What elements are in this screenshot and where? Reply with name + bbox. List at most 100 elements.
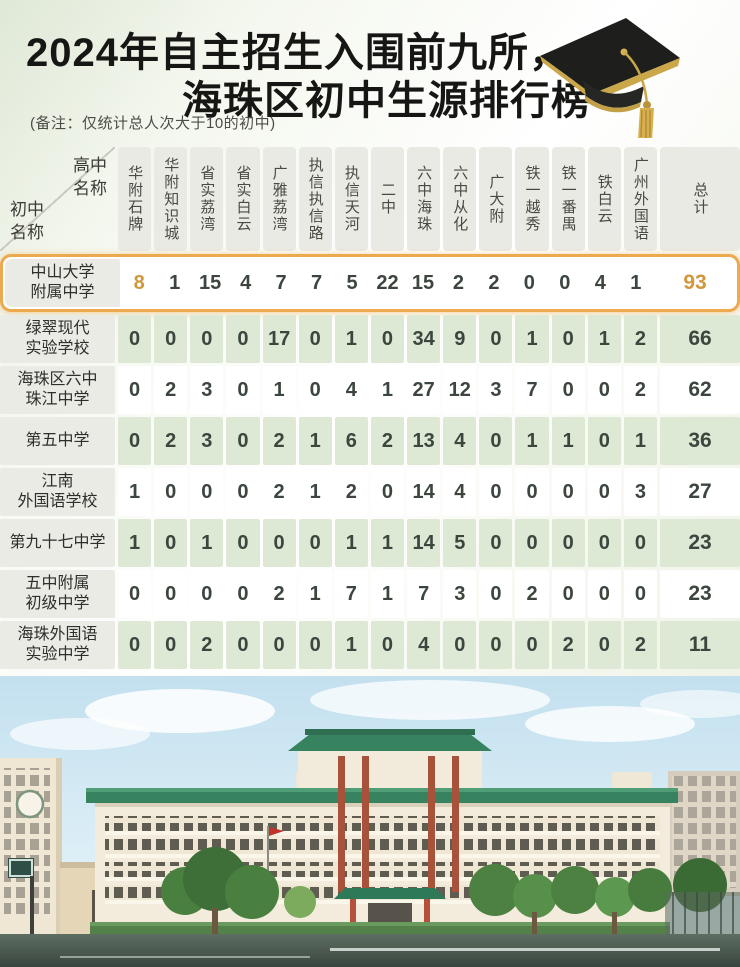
row-name: 海珠外国语 实验中学 [0,621,115,669]
value-cell: 12 [443,366,477,414]
column-header-8: 二中 [370,147,405,251]
value-cell: 13 [407,417,441,465]
column-header-label: 铁一越秀 [523,165,541,233]
value-cell: 0 [551,366,585,414]
value-cell: 6 [334,417,368,465]
value-cell: 0 [226,570,260,618]
value-cell: 0 [262,519,296,567]
value-cell: 3 [479,366,513,414]
value-cell: 1 [298,570,332,618]
table-body: 中山大学 附属中学 8 1 15 4 7 7 5 22 15 2 2 0 0 4 1 93 绿翠现代 实验学校 0 0… [0,254,740,669]
column-header-16: 总计 [660,147,740,251]
value-cell: 7 [407,570,441,618]
column-header-label: 省实白云 [234,165,252,233]
value-cell: 5 [443,519,477,567]
table-row-5: 江南 外国语学校 1 0 0 0 2 1 2 0 14 4 0 0 0 0 3 27 [0,468,740,516]
column-header-label: 广大附 [487,173,505,225]
row-total: 23 [660,570,740,618]
value-cell: 1 [190,519,224,567]
value-cell: 2 [154,417,188,465]
value-cell: 0 [190,468,224,516]
value-cell: 3 [443,570,477,618]
value-cell: 2 [623,621,657,669]
value-cell: 0 [479,417,513,465]
value-cell: 2 [442,259,475,307]
value-cell: 0 [587,417,621,465]
row-total: 93 [655,259,735,307]
value-cell: 4 [584,259,617,307]
column-header-label: 铁一番禺 [559,165,577,233]
value-cell: 1 [158,259,191,307]
value-cell: 1 [298,417,332,465]
value-cell: 0 [226,519,260,567]
corner-label-middleschool: 初中 名称 [10,200,44,243]
value-cell: 8 [123,259,156,307]
value-cell: 0 [118,315,152,363]
value-cell: 4 [407,621,441,669]
table-row-3: 海珠区六中 珠江中学 0 2 3 0 1 0 4 1 27 12 3 7 0 0 2 62 [0,366,740,414]
value-cell: 1 [334,519,368,567]
value-cell: 0 [515,519,549,567]
corner-label-highschool: 高中 名称 [73,156,107,198]
value-cell: 2 [190,621,224,669]
column-header-label: 省实荔湾 [198,165,216,233]
table-row-4: 第五中学 0 2 3 0 2 1 6 2 13 4 0 1 1 0 1 36 [0,417,740,465]
value-cell: 14 [407,519,441,567]
column-header-label: 六中从化 [451,165,469,233]
column-header-11: 广大附 [479,147,513,251]
value-cell: 0 [298,519,332,567]
column-header-14: 铁白云 [587,147,621,251]
value-cell: 0 [479,570,513,618]
row-total: 62 [660,366,740,414]
value-cell: 0 [551,468,585,516]
value-cell: 2 [154,366,188,414]
column-header-13: 铁一番禺 [551,147,585,251]
value-cell: 0 [515,468,549,516]
value-cell: 0 [370,621,405,669]
value-cell: 2 [551,621,585,669]
value-cell: 0 [154,315,188,363]
value-cell: 2 [334,468,368,516]
column-header-1: 华附石牌 [118,147,152,251]
value-cell: 0 [587,570,621,618]
value-cell: 2 [370,417,405,465]
value-cell: 0 [226,621,260,669]
value-cell: 0 [548,259,582,307]
title-note: (备注：仅统计总人次大于10的初中) [30,115,276,132]
column-header-label: 广雅荔湾 [270,165,288,233]
value-cell: 0 [479,315,513,363]
value-cell: 1 [587,315,621,363]
value-cell: 4 [443,417,477,465]
value-cell: 0 [370,315,405,363]
value-cell: 1 [623,417,657,465]
column-header-label: 华附知识城 [162,156,180,242]
value-cell: 0 [479,468,513,516]
column-header-label: 总计 [691,182,709,216]
value-cell: 3 [190,417,224,465]
value-cell: 1 [515,417,549,465]
row-name: 江南 外国语学校 [0,468,115,516]
column-header-4: 省实白云 [226,147,260,251]
value-cell: 0 [479,621,513,669]
value-cell: 0 [226,366,260,414]
value-cell: 0 [190,570,224,618]
table-row-1: 中山大学 附属中学 8 1 15 4 7 7 5 22 15 2 2 0 0 4 1 93 [5,259,735,307]
value-cell: 17 [262,315,296,363]
value-cell: 0 [154,570,188,618]
value-cell: 0 [154,519,188,567]
value-cell: 2 [262,417,296,465]
row-total: 36 [660,417,740,465]
value-cell: 1 [118,468,152,516]
value-cell: 0 [118,417,152,465]
column-header-5: 广雅荔湾 [262,147,296,251]
value-cell: 0 [226,468,260,516]
column-header-12: 铁一越秀 [515,147,549,251]
value-cell: 0 [298,621,332,669]
row-name: 绿翠现代 实验学校 [0,315,115,363]
value-cell: 1 [370,366,405,414]
value-cell: 0 [587,468,621,516]
value-cell: 0 [298,366,332,414]
value-cell: 0 [587,621,621,669]
value-cell: 1 [334,621,368,669]
value-cell: 0 [118,621,152,669]
